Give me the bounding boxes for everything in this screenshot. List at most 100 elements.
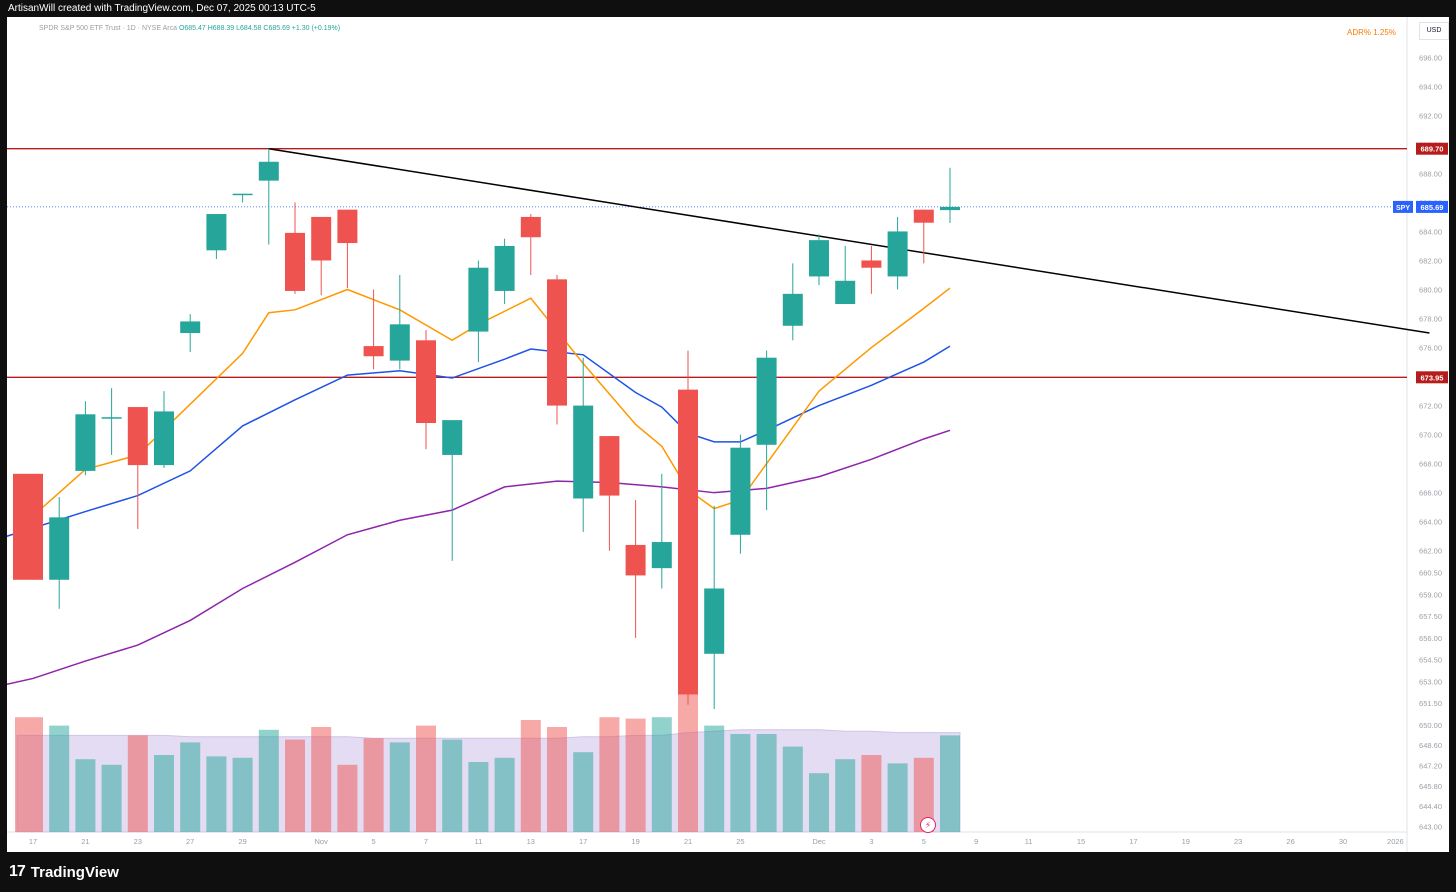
time-tick-label: 30	[1339, 837, 1347, 846]
candle[interactable]	[861, 245, 882, 294]
tradingview-logo[interactable]: 17 TradingView	[9, 862, 119, 882]
candle-body	[206, 214, 227, 251]
candle-body	[232, 193, 253, 196]
candle-body	[258, 161, 279, 181]
candle[interactable]	[835, 245, 856, 305]
candle[interactable]	[547, 274, 567, 425]
candle[interactable]	[258, 148, 279, 245]
candle[interactable]	[180, 314, 201, 352]
candle[interactable]	[468, 260, 489, 363]
candle[interactable]	[75, 401, 96, 476]
candle[interactable]	[887, 216, 908, 290]
candle[interactable]	[730, 434, 751, 554]
candle[interactable]	[13, 473, 43, 580]
candle[interactable]	[494, 238, 515, 305]
candle-body	[154, 411, 174, 466]
price-tick-label: 644.40	[1419, 802, 1442, 811]
level-price-label: 689.70	[1421, 145, 1444, 154]
candle-body	[651, 542, 672, 569]
price-tick-label: 696.00	[1419, 53, 1442, 62]
candle-body	[678, 389, 698, 695]
price-tick-label: 668.00	[1419, 460, 1442, 469]
candle-body	[625, 544, 646, 576]
volume-bar	[49, 725, 70, 832]
lightning-icon[interactable]: ⚡	[920, 817, 936, 833]
candle[interactable]	[678, 350, 698, 705]
volume-bar	[599, 717, 620, 832]
candle[interactable]	[442, 420, 463, 561]
ema-mid-line	[7, 345, 951, 537]
candle[interactable]	[520, 214, 541, 275]
candle[interactable]	[573, 357, 594, 532]
candle[interactable]	[311, 216, 332, 296]
candle-body	[861, 260, 882, 268]
candlestick-chart[interactable]: 696.00694.00692.00690.00688.00686.00684.…	[7, 17, 1449, 852]
price-tick-label: 657.50	[1419, 612, 1442, 621]
symbol-tag-label: SPY	[1396, 205, 1410, 212]
price-tick-label: 682.00	[1419, 256, 1442, 265]
adr-indicator: ADR% 1.25%	[1347, 28, 1396, 37]
currency-button[interactable]: USD	[1419, 22, 1449, 40]
price-tick-label: 684.00	[1419, 227, 1442, 236]
candle-body	[180, 321, 201, 334]
time-tick-label: 15	[1077, 837, 1085, 846]
candle[interactable]	[651, 473, 672, 589]
candle[interactable]	[101, 388, 122, 455]
candle[interactable]	[599, 436, 620, 551]
volume-bar	[337, 764, 358, 832]
candle[interactable]	[206, 214, 227, 260]
price-tick-label: 676.00	[1419, 344, 1442, 353]
candle[interactable]	[782, 263, 803, 341]
time-tick-label: 23	[1234, 837, 1242, 846]
time-tick-label: 2026	[1387, 837, 1404, 846]
volume-bar	[861, 755, 882, 832]
price-tick-label: 688.00	[1419, 169, 1442, 178]
chart-area[interactable]: 696.00694.00692.00690.00688.00686.00684.…	[7, 17, 1449, 852]
candle[interactable]	[127, 407, 148, 529]
candle[interactable]	[49, 497, 70, 609]
candle-body	[730, 447, 751, 535]
candle[interactable]	[337, 209, 358, 289]
candle[interactable]	[809, 234, 829, 286]
candle[interactable]	[913, 209, 934, 264]
price-tick-label: 680.00	[1419, 285, 1442, 294]
time-tick-label: 5	[372, 837, 376, 846]
candle[interactable]	[363, 289, 384, 370]
last-price-tag	[1416, 200, 1448, 213]
time-tick-label: 3	[869, 837, 873, 846]
time-tick-label: 29	[238, 837, 246, 846]
candle-body	[442, 420, 463, 455]
time-tick-label: 25	[736, 837, 744, 846]
symbol-legend: SPDR S&P 500 ETF Trust · 1D · NYSE Arca …	[39, 25, 340, 32]
price-tick-label: 660.50	[1419, 569, 1442, 578]
candle[interactable]	[625, 499, 646, 638]
volume-bar	[75, 759, 96, 832]
volume-bar	[232, 757, 253, 832]
candle-body	[494, 245, 515, 291]
time-tick-label: Dec	[812, 837, 826, 846]
candle[interactable]	[416, 330, 436, 450]
symbol-name: SPDR S&P 500 ETF Trust · 1D · NYSE Arca	[39, 25, 177, 32]
level-price-tag	[1416, 371, 1448, 384]
time-tick-label: 17	[579, 837, 587, 846]
volume-bar	[573, 752, 594, 832]
branding-footer: 17 TradingView	[0, 852, 1456, 892]
candle-body	[49, 517, 70, 580]
price-tick-label: 654.50	[1419, 656, 1442, 665]
sma-long-line	[7, 429, 951, 685]
tradingview-logo-icon: 17	[9, 863, 26, 880]
candle[interactable]	[704, 505, 725, 709]
candle[interactable]	[154, 391, 174, 469]
candle-body	[547, 279, 567, 406]
candle-body	[101, 417, 122, 419]
candle[interactable]	[389, 274, 410, 370]
candle-body	[127, 407, 148, 466]
candle[interactable]	[940, 167, 960, 224]
candle[interactable]	[285, 202, 305, 294]
candle-body	[782, 293, 803, 326]
candle[interactable]	[232, 193, 253, 203]
price-tick-label: 694.00	[1419, 82, 1442, 91]
symbol-tag	[1393, 200, 1413, 213]
candle[interactable]	[756, 350, 777, 511]
volume-bar	[154, 755, 174, 832]
